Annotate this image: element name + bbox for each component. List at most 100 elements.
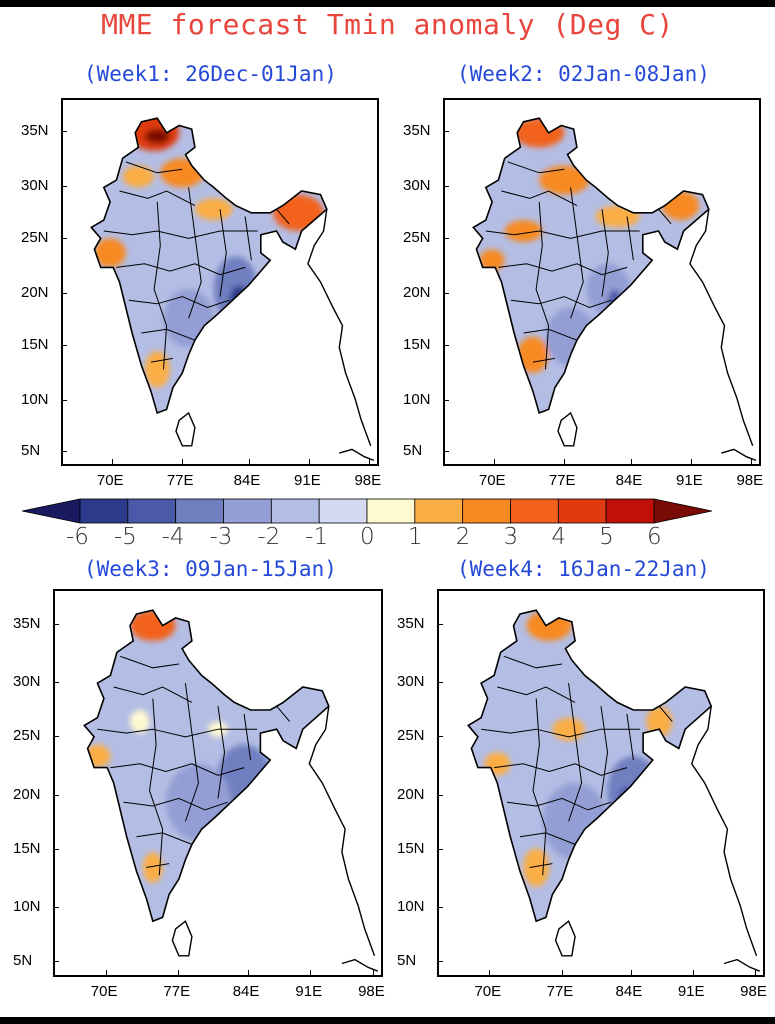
india-outline <box>90 117 328 415</box>
anomaly-patch <box>607 756 660 826</box>
state-boundary <box>97 728 258 738</box>
colorbar-tick-label: -1 <box>305 524 329 550</box>
longitude-label: 98E <box>354 472 382 489</box>
india-land-fill <box>91 118 327 413</box>
anomaly-patch <box>194 198 233 221</box>
state-boundary <box>184 683 199 822</box>
week2-map-panel <box>443 98 761 466</box>
state-boundary <box>128 296 230 309</box>
colorbar-segment <box>79 498 129 524</box>
latitude-tick <box>444 293 449 295</box>
longitude-tick <box>489 970 491 975</box>
state-boundary <box>570 187 584 319</box>
state-boundary <box>243 713 252 761</box>
latitude-tick <box>444 451 449 453</box>
colorbar-segment <box>557 498 607 524</box>
colorbar-tick-label: -4 <box>161 524 185 550</box>
state-boundary <box>153 201 168 370</box>
longitude-label: 84E <box>615 983 643 1000</box>
latitude-label: 35N <box>21 122 49 140</box>
latitude-label: 35N <box>403 122 431 140</box>
anomaly-patch <box>617 786 637 818</box>
state-boundary <box>125 161 183 174</box>
colorbar <box>22 498 712 524</box>
colorbar-tick-label: 0 <box>360 524 375 550</box>
india-outline <box>472 117 710 415</box>
state-boundary <box>497 686 576 703</box>
latitude-label: 15N <box>403 335 431 353</box>
state-boundary <box>276 208 290 225</box>
state-boundary <box>600 706 609 799</box>
latitude-tick <box>54 794 59 796</box>
colorbar-tick-label: -3 <box>209 524 233 550</box>
state-boundary <box>244 216 252 261</box>
colorbar-segment <box>366 498 416 524</box>
latitude-label: 15N <box>397 839 425 857</box>
state-boundary <box>119 190 196 207</box>
longitude-tick <box>247 970 249 975</box>
longitude-label: 84E <box>232 983 260 1000</box>
colorbar-segment <box>223 498 272 524</box>
longitude-tick <box>751 459 753 464</box>
state-boundary <box>116 263 246 276</box>
state-boundary <box>123 797 228 811</box>
latitude-label: 35N <box>13 614 41 632</box>
anomaly-patch <box>144 351 170 388</box>
india-outline <box>466 609 713 923</box>
colorbar-tick-label: 1 <box>407 524 423 550</box>
latitude-label: 30N <box>21 177 49 195</box>
state-boundary <box>485 230 640 239</box>
longitude-label: 98E <box>736 472 764 489</box>
colorbar-tick-label: 2 <box>455 524 471 550</box>
longitude-label: 77E <box>548 472 576 489</box>
top-border <box>0 0 775 7</box>
coastline <box>721 448 757 462</box>
colorbar-segment <box>270 498 320 524</box>
state-boundary <box>146 863 170 868</box>
longitude-label: 84E <box>615 472 643 489</box>
latitude-label: 20N <box>403 284 431 302</box>
longitude-tick <box>373 970 375 975</box>
longitude-tick <box>493 459 495 464</box>
anomaly-patch <box>122 165 155 188</box>
week4-map-panel <box>437 589 765 977</box>
longitude-tick <box>309 459 311 464</box>
latitude-tick <box>62 237 67 239</box>
anomaly-patch <box>163 289 214 348</box>
colorbar-tick-label: -6 <box>66 524 89 550</box>
week1-map-panel <box>61 98 379 466</box>
latitude-tick <box>444 399 449 401</box>
anomaly-patch <box>94 238 126 268</box>
latitude-tick <box>62 131 67 133</box>
state-boundary <box>529 863 553 868</box>
state-boundary <box>219 209 227 297</box>
anomaly-patch <box>646 706 673 737</box>
anomaly-patch <box>661 191 700 221</box>
state-boundary <box>626 216 634 261</box>
anomaly-patch <box>129 710 150 734</box>
anomaly-patch <box>542 783 608 860</box>
longitude-tick <box>369 459 371 464</box>
colorbar-tick-label: -2 <box>257 524 281 550</box>
longitude-label: 70E <box>478 472 506 489</box>
latitude-tick <box>444 344 449 346</box>
latitude-label: 10N <box>403 390 431 408</box>
state-boundary <box>276 705 291 722</box>
anomaly-patch <box>143 852 163 883</box>
sri-lanka-outline <box>175 411 196 447</box>
longitude-tick <box>310 970 312 975</box>
latitude-tick <box>438 736 443 738</box>
coastline <box>341 958 378 972</box>
longitude-label: 77E <box>546 983 574 1000</box>
anomaly-patch <box>479 249 505 272</box>
coastline <box>723 958 761 972</box>
longitude-label: 70E <box>96 472 124 489</box>
colorbar-segment <box>318 498 368 524</box>
state-boundary <box>481 728 640 738</box>
latitude-label: 15N <box>13 839 41 857</box>
latitude-tick <box>438 623 443 625</box>
sri-lanka-outline <box>557 411 578 447</box>
latitude-tick <box>54 907 59 909</box>
anomaly-patch <box>526 610 572 641</box>
state-boundary <box>113 686 193 703</box>
